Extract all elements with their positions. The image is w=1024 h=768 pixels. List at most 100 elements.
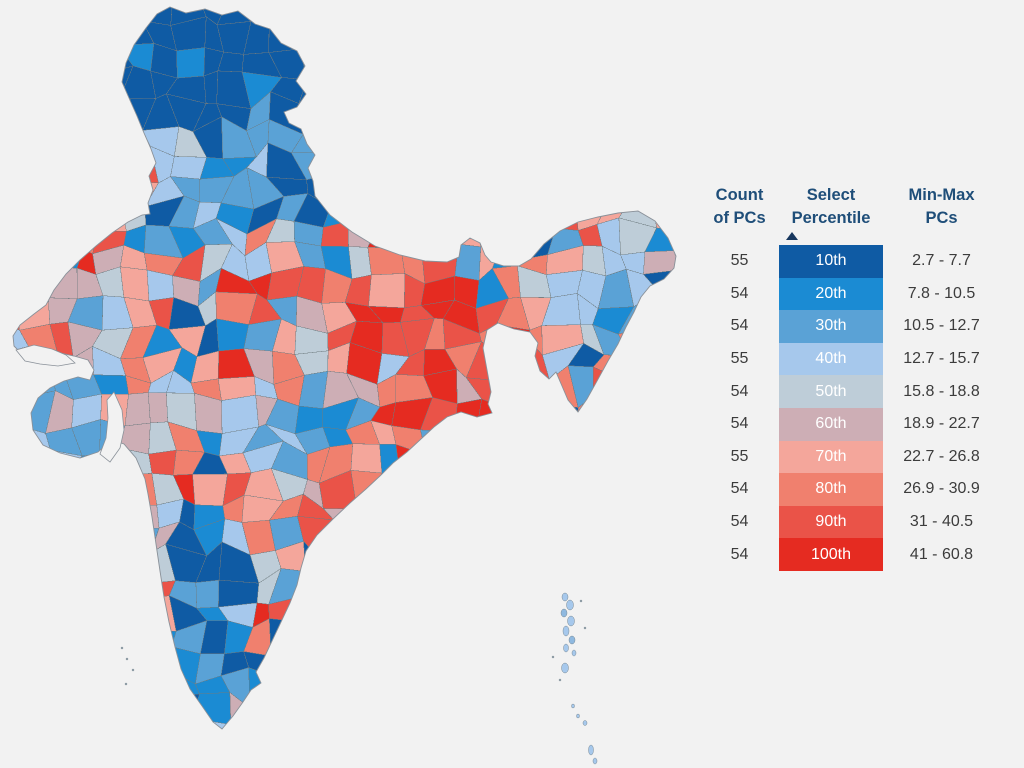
map-district[interactable] — [593, 591, 633, 629]
map-district[interactable] — [455, 398, 483, 433]
lakshadweep-island[interactable] — [131, 668, 135, 672]
map-district[interactable] — [46, 616, 85, 645]
map-district[interactable] — [572, 496, 608, 523]
map-district[interactable] — [624, 0, 657, 5]
map-district[interactable] — [493, 340, 531, 381]
map-district[interactable] — [75, 193, 100, 231]
map-district[interactable] — [390, 665, 433, 698]
map-district[interactable] — [665, 117, 700, 146]
map-district[interactable] — [616, 517, 648, 545]
map-district[interactable] — [379, 47, 406, 74]
map-district[interactable] — [523, 515, 553, 557]
map-district[interactable] — [624, 402, 658, 419]
map-district[interactable] — [176, 47, 206, 79]
map-district[interactable] — [518, 23, 554, 60]
map-district[interactable] — [475, 98, 503, 123]
map-district[interactable] — [591, 124, 635, 153]
map-district[interactable] — [673, 231, 700, 257]
map-district[interactable] — [30, 172, 56, 210]
map-district[interactable] — [491, 241, 526, 269]
map-district[interactable] — [27, 24, 60, 57]
map-district[interactable] — [400, 646, 433, 677]
map-district[interactable] — [472, 491, 506, 521]
map-district[interactable] — [441, 415, 480, 458]
map-district[interactable] — [340, 540, 371, 576]
map-district[interactable] — [0, 702, 25, 726]
map-district[interactable] — [318, 700, 347, 729]
map-district[interactable] — [593, 615, 628, 659]
map-district[interactable] — [27, 449, 58, 483]
map-district[interactable] — [666, 141, 700, 178]
map-district[interactable] — [0, 222, 31, 259]
map-district[interactable] — [303, 0, 333, 5]
map-district[interactable] — [393, 601, 434, 626]
map-district[interactable] — [475, 207, 505, 229]
map-district[interactable] — [643, 501, 682, 534]
map-district[interactable] — [324, 66, 360, 106]
map-district[interactable] — [333, 118, 358, 155]
map-district[interactable] — [47, 690, 72, 732]
map-district[interactable] — [26, 565, 55, 603]
map-district[interactable] — [396, 126, 431, 153]
map-district[interactable] — [371, 175, 404, 203]
map-district[interactable] — [370, 675, 402, 709]
map-district[interactable] — [366, 0, 402, 9]
map-district[interactable] — [451, 540, 476, 577]
map-district[interactable] — [0, 201, 5, 226]
map-district[interactable] — [368, 594, 406, 626]
map-district[interactable] — [79, 745, 104, 768]
map-district[interactable] — [693, 419, 701, 452]
india-choropleth-map[interactable] — [0, 0, 700, 768]
map-district[interactable] — [492, 618, 532, 650]
map-district[interactable] — [0, 646, 9, 680]
map-district[interactable] — [697, 667, 700, 708]
map-district[interactable] — [69, 0, 92, 4]
map-district[interactable] — [343, 743, 377, 768]
map-district[interactable] — [396, 90, 431, 129]
map-district[interactable] — [403, 47, 428, 69]
map-district[interactable] — [617, 645, 655, 670]
map-district[interactable] — [123, 728, 148, 754]
map-district[interactable] — [320, 50, 360, 68]
map-district[interactable] — [124, 392, 151, 427]
map-district[interactable] — [423, 48, 450, 78]
map-district[interactable] — [101, 555, 130, 585]
map-district[interactable] — [171, 745, 206, 768]
map-district[interactable] — [418, 696, 449, 733]
map-district[interactable] — [643, 516, 676, 549]
map-district[interactable] — [517, 143, 551, 173]
map-district[interactable] — [670, 595, 701, 621]
map-district[interactable] — [516, 717, 552, 756]
lakshadweep-island[interactable] — [125, 657, 129, 661]
map-district[interactable] — [0, 273, 8, 307]
map-district[interactable] — [431, 474, 450, 508]
map-district[interactable] — [595, 95, 620, 126]
map-district[interactable] — [67, 67, 99, 95]
map-district[interactable] — [669, 193, 700, 234]
map-district[interactable] — [24, 7, 60, 26]
map-district[interactable] — [343, 66, 383, 104]
map-district[interactable] — [540, 143, 576, 178]
map-district[interactable] — [307, 615, 326, 660]
map-district[interactable] — [298, 65, 328, 106]
column-header-minmax[interactable]: Min-Max PCs — [883, 184, 1000, 230]
map-district[interactable] — [341, 176, 382, 203]
map-district[interactable] — [124, 747, 146, 768]
map-district[interactable] — [633, 719, 647, 755]
map-district[interactable] — [41, 227, 84, 250]
map-district[interactable] — [466, 116, 503, 157]
map-district[interactable] — [145, 745, 175, 768]
map-district[interactable] — [693, 76, 700, 96]
map-district[interactable] — [0, 421, 5, 447]
percentile-swatch[interactable]: 40th — [779, 342, 883, 376]
map-district[interactable] — [517, 122, 556, 149]
map-district[interactable] — [478, 620, 504, 659]
map-district[interactable] — [170, 717, 198, 755]
map-district[interactable] — [445, 166, 485, 208]
map-district[interactable] — [447, 227, 482, 248]
map-district[interactable] — [395, 444, 434, 478]
map-district[interactable] — [673, 722, 700, 749]
map-district[interactable] — [197, 749, 224, 768]
map-district[interactable] — [615, 77, 658, 104]
map-district[interactable] — [343, 571, 370, 599]
